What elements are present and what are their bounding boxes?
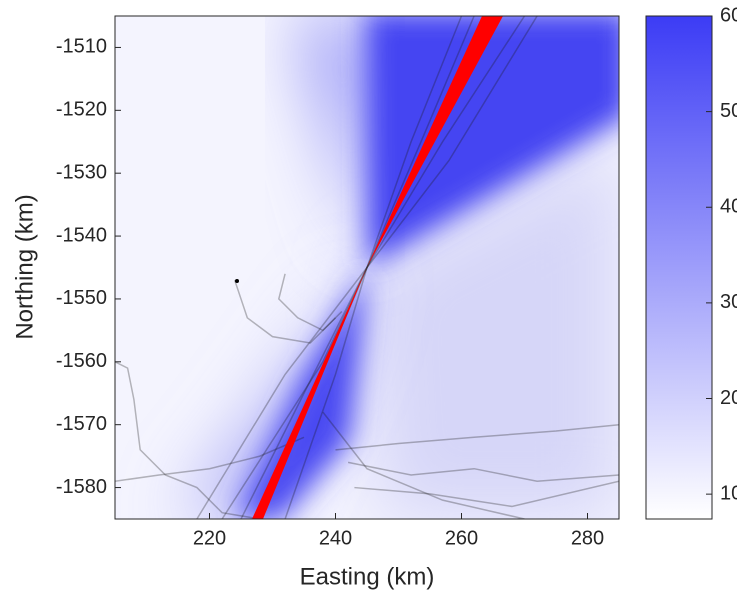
heatmap: [115, 16, 619, 519]
colorbar: [645, 15, 713, 520]
colorbar-tick-label: 40: [720, 196, 737, 218]
y-tick-label: -1570: [56, 413, 107, 435]
y-tick-label: -1510: [56, 36, 107, 58]
colorbar-tick-label: 10: [720, 482, 737, 504]
y-tick-label: -1530: [56, 161, 107, 183]
x-tick-label: 240: [319, 527, 352, 549]
x-tick-label: 280: [571, 527, 604, 549]
track: [221, 16, 526, 519]
ensemble-band: [252, 16, 503, 519]
track: [277, 273, 343, 332]
x-tick-label: 260: [445, 527, 478, 549]
marker: [235, 279, 239, 283]
y-tick-label: -1580: [56, 476, 107, 498]
track: [354, 480, 619, 508]
y-tick-label: -1540: [56, 224, 107, 246]
y-tick-label: -1560: [56, 350, 107, 372]
track: [335, 423, 619, 451]
y-tick-label: -1520: [56, 99, 107, 121]
track: [322, 411, 525, 519]
track: [115, 436, 305, 483]
y-axis-label: Northing (km): [11, 194, 38, 339]
track: [196, 16, 538, 519]
colorbar-tick-label: 20: [720, 387, 737, 409]
x-axis-label: Easting (km): [300, 563, 435, 590]
track: [115, 361, 261, 519]
x-tick-label: 220: [193, 527, 226, 549]
colorbar-tick-label: 50: [720, 100, 737, 122]
plot-frame: [114, 15, 620, 520]
track: [233, 279, 337, 344]
track: [347, 461, 619, 483]
colorbar-tick-label: 60: [720, 4, 737, 26]
y-tick-label: -1550: [56, 287, 107, 309]
colorbar-tick-label: 30: [720, 291, 737, 313]
track: [284, 16, 463, 519]
